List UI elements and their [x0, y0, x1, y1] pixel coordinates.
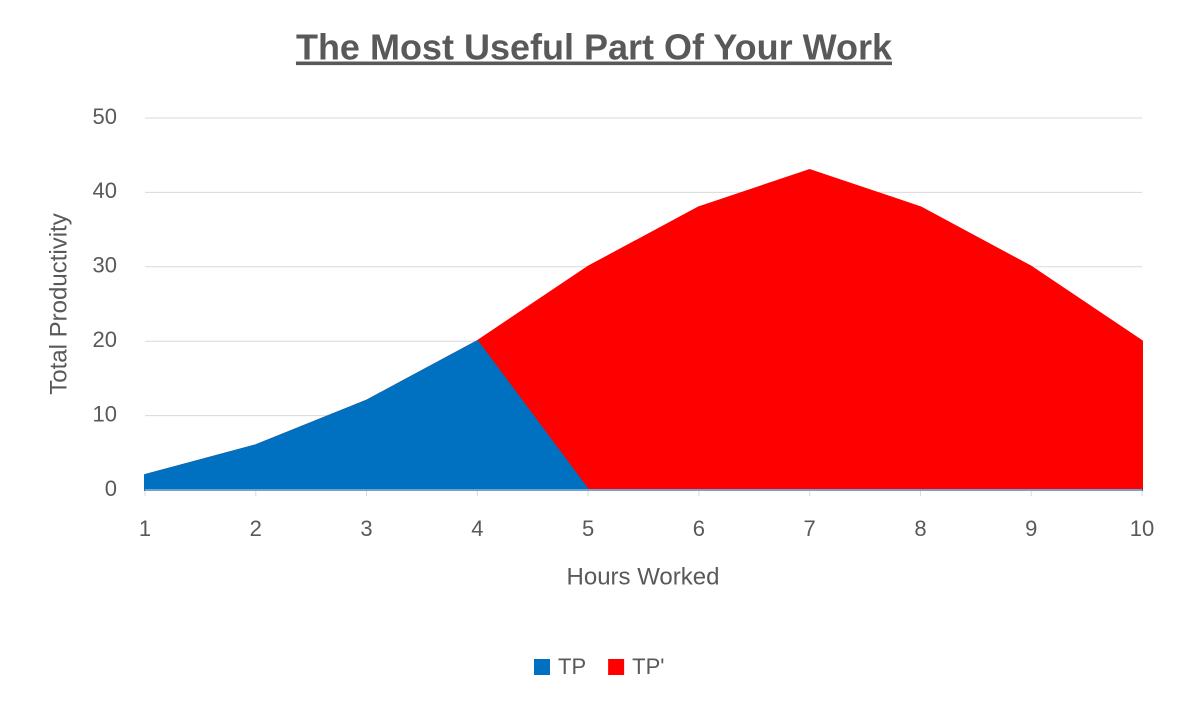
x-tick-label: 7 — [804, 516, 816, 541]
y-axis-label: Total Productivity — [45, 213, 72, 394]
x-tick-label: 8 — [914, 516, 926, 541]
legend-label: TP' — [632, 654, 664, 679]
x-tick-label: 2 — [250, 516, 262, 541]
legend-swatch — [608, 659, 625, 675]
x-tick-label: 1 — [139, 516, 151, 541]
legend-swatch — [534, 659, 550, 675]
x-tick-label: 3 — [360, 516, 372, 541]
x-tick-label: 5 — [582, 516, 594, 541]
y-tick-label: 0 — [105, 476, 117, 501]
x-tick-label: 4 — [471, 516, 483, 541]
legend-label: TP — [558, 654, 586, 679]
y-tick-label: 30 — [93, 253, 117, 278]
x-axis-label: Hours Worked — [567, 563, 720, 590]
chart-title: The Most Useful Part Of Your Work — [296, 27, 893, 68]
x-tick-label: 9 — [1025, 516, 1037, 541]
y-tick-label: 10 — [93, 401, 117, 426]
x-tick-label: 10 — [1130, 516, 1154, 541]
y-tick-label: 50 — [93, 104, 117, 129]
y-tick-label: 20 — [93, 327, 117, 352]
y-tick-label: 40 — [93, 178, 117, 203]
x-tick-label: 6 — [693, 516, 705, 541]
